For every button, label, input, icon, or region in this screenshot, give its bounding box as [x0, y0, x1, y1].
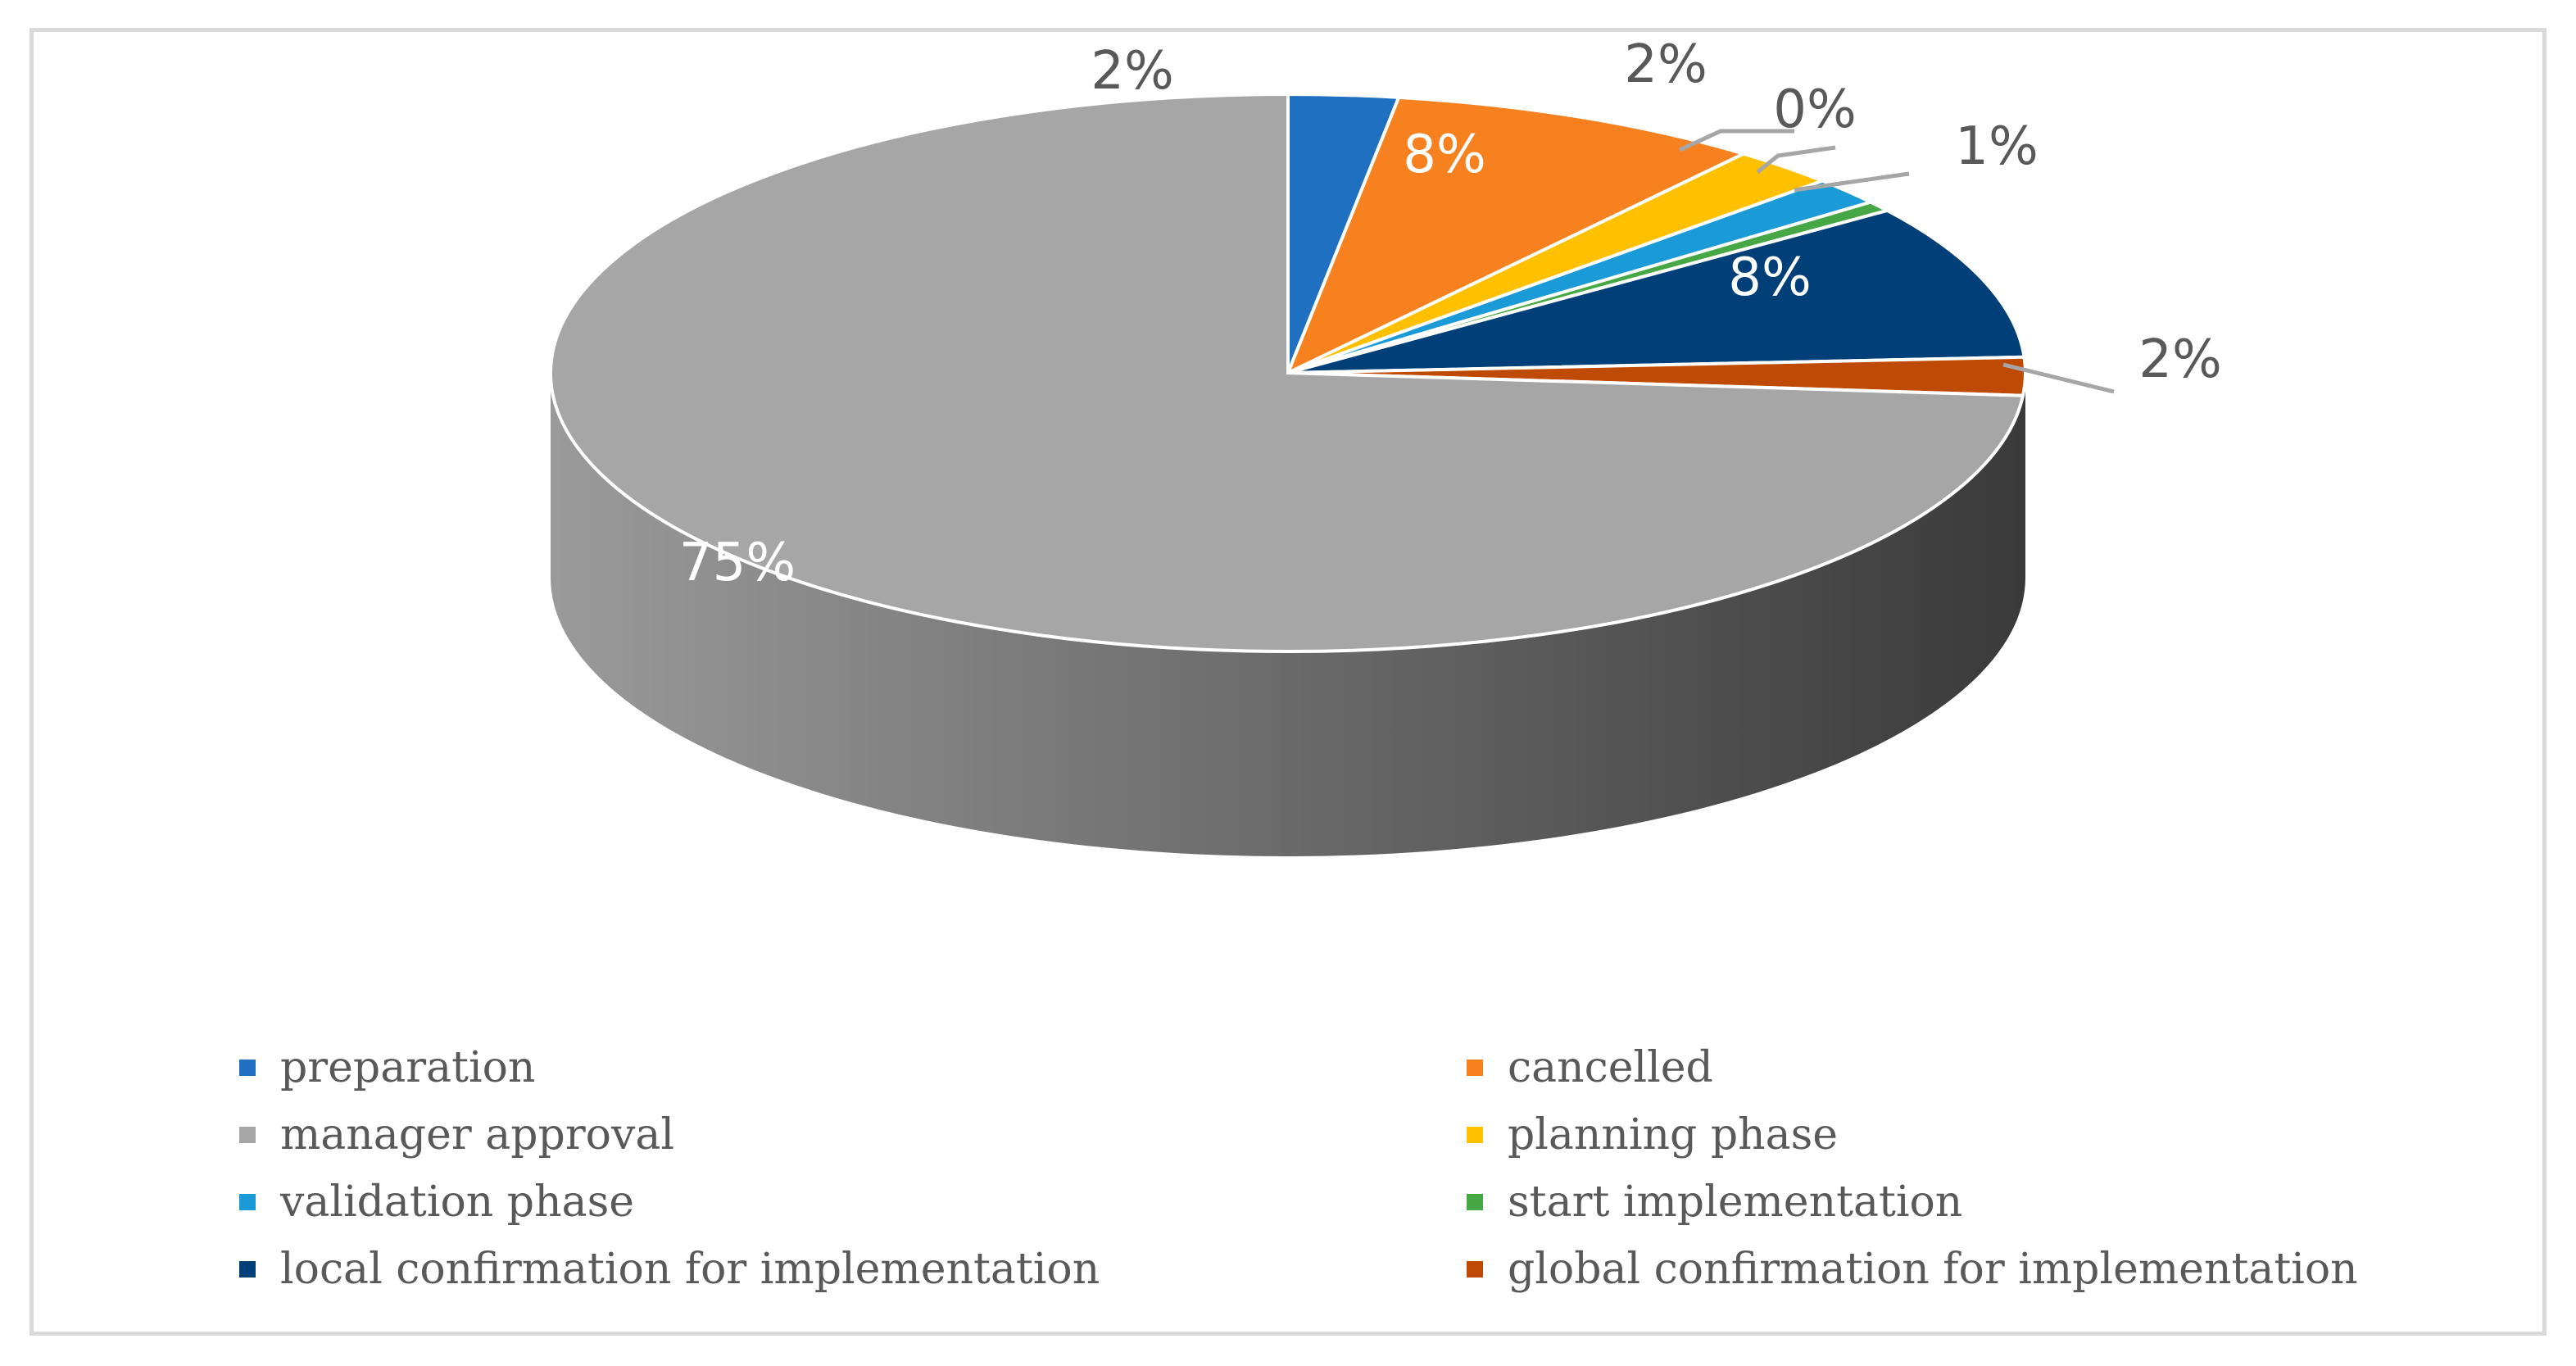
leader-line-start-implementation — [1794, 171, 1910, 193]
data-label-global-confirmation-for-implementation: 2% — [2138, 329, 2222, 390]
leader-line-validation-phase — [1756, 145, 1836, 174]
data-label-manager-approval: 75% — [679, 533, 796, 593]
data-label-start-implementation: 1% — [1955, 116, 2039, 177]
pie-slice-local-confirmation-for-implementation — [1287, 208, 2026, 374]
pie-slice-cancelled — [1285, 95, 1748, 377]
data-label-cancelled: 8% — [1403, 125, 1486, 185]
leader-line-global-confirmation-for-implementation — [2002, 362, 2115, 394]
data-label-planning-phase: 2% — [1624, 34, 1708, 95]
data-label-preparation: 2% — [1091, 41, 1174, 102]
data-label-local-confirmation-for-implementation: 8% — [1728, 247, 1812, 308]
pie-side-wall — [551, 373, 2025, 856]
pie-slice-manager-approval — [549, 92, 2025, 653]
leader-line-planning-phase — [1678, 129, 1794, 152]
data-label-validation-phase: 0% — [1773, 79, 1857, 140]
